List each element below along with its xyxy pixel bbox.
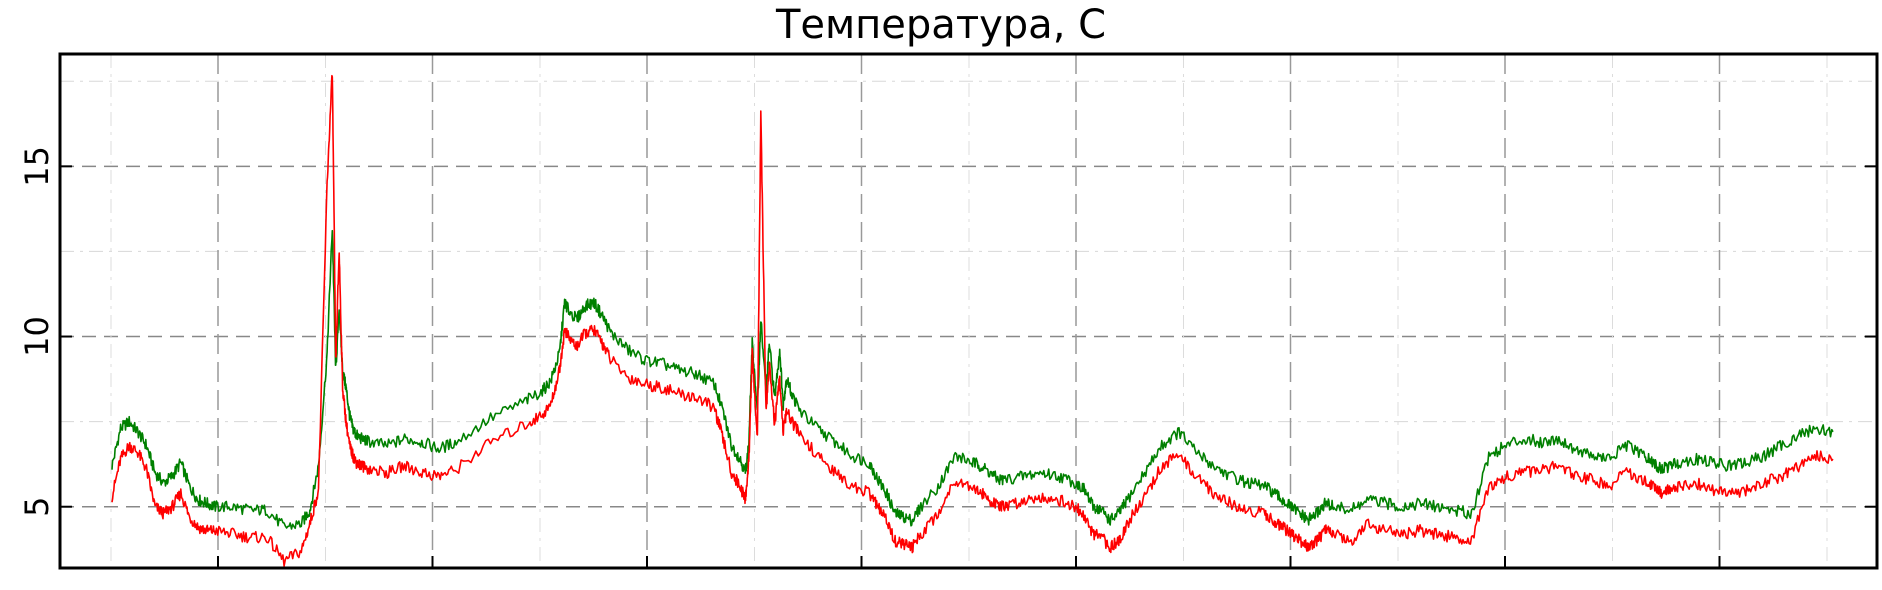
plot-frame <box>58 52 1879 570</box>
y-tick-label: 10 <box>18 316 56 357</box>
y-tick-label: 5 <box>18 497 56 517</box>
series-lines <box>111 74 1834 567</box>
red-temperature-line <box>111 74 1834 567</box>
chart-title: Температура, С <box>775 2 1107 48</box>
y-axis-ticks: 5 10 15 <box>18 146 1877 568</box>
green-temperature-line <box>111 229 1834 530</box>
y-tick-label: 15 <box>18 146 56 187</box>
